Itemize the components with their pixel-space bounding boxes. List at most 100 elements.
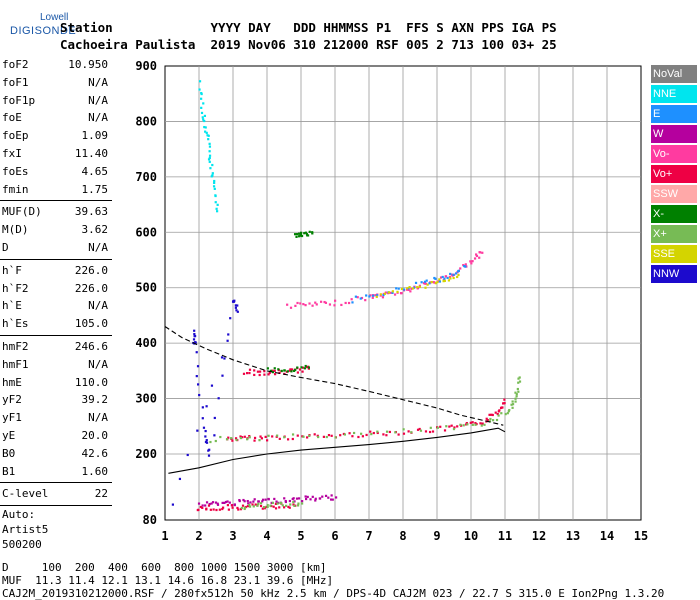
echo-point xyxy=(194,334,197,338)
header-values: Cachoeira Paulista 2019 Nov06 310 212000… xyxy=(60,37,557,52)
echo-point xyxy=(296,434,299,437)
echo-point xyxy=(204,429,207,433)
echo-point xyxy=(223,501,226,505)
param-name: B0 xyxy=(2,446,16,460)
echo-point xyxy=(471,423,474,426)
echo-point xyxy=(301,366,305,369)
echo-point xyxy=(210,384,214,387)
x-tick-label: 13 xyxy=(566,529,580,543)
echo-point xyxy=(481,251,484,254)
echo-point xyxy=(517,377,520,380)
param-name: h`F xyxy=(2,263,22,277)
echo-point xyxy=(271,501,274,504)
echo-point xyxy=(372,431,375,435)
echo-point xyxy=(376,430,379,433)
echo-point xyxy=(297,504,300,507)
echo-point xyxy=(248,371,251,375)
echo-point xyxy=(201,417,204,420)
echo-point xyxy=(207,504,211,507)
echo-point xyxy=(194,341,197,344)
echo-point xyxy=(299,234,302,237)
echo-point xyxy=(492,419,495,422)
echo-point xyxy=(266,439,269,442)
echo-point xyxy=(256,504,259,507)
echo-point xyxy=(311,495,314,498)
echo-point xyxy=(424,286,427,289)
echo-point xyxy=(303,367,306,370)
echo-point xyxy=(453,426,456,429)
param-value: N/A xyxy=(88,357,108,371)
echo-point xyxy=(216,503,220,506)
echo-point xyxy=(283,506,286,509)
echo-point xyxy=(304,495,307,498)
echo-point xyxy=(301,500,304,503)
echo-point xyxy=(511,406,514,409)
echo-point xyxy=(213,187,216,190)
y-tick-label: 700 xyxy=(135,170,157,184)
echo-point xyxy=(450,424,453,427)
echo-point xyxy=(267,498,270,501)
param-row: foEs 4.65 xyxy=(0,163,112,181)
echo-point xyxy=(205,441,209,444)
echo-point xyxy=(178,477,182,481)
echo-point xyxy=(236,506,239,510)
echo-point xyxy=(200,97,203,100)
echo-point xyxy=(293,504,296,507)
echo-point xyxy=(223,357,226,360)
param-row: B1 1.60 xyxy=(0,463,112,481)
echo-point xyxy=(203,114,207,118)
x-tick-label: 15 xyxy=(634,529,648,543)
echo-point xyxy=(290,370,293,373)
logo-line2: DIGISONDE xyxy=(10,25,77,37)
echo-point xyxy=(376,294,379,297)
echo-point xyxy=(410,431,413,434)
echo-point xyxy=(325,435,328,439)
param-value: N/A xyxy=(88,93,108,107)
echo-point xyxy=(295,497,299,500)
echo-point xyxy=(514,397,517,400)
echo-point xyxy=(368,295,371,298)
echo-point xyxy=(209,508,212,511)
echo-point xyxy=(376,431,379,435)
echo-point xyxy=(228,501,231,504)
legend-item: E xyxy=(651,105,697,123)
echo-point xyxy=(299,232,303,236)
echo-point xyxy=(295,233,299,236)
echo-point xyxy=(231,439,234,442)
echo-point xyxy=(439,276,443,279)
param-value: 39.2 xyxy=(81,393,109,407)
echo-point xyxy=(400,292,403,295)
echo-point xyxy=(296,366,299,369)
echo-point xyxy=(314,499,317,502)
echo-point xyxy=(456,275,459,279)
param-value: N/A xyxy=(88,111,108,125)
echo-point xyxy=(205,501,209,504)
param-row: h`E N/A xyxy=(0,297,112,315)
x-tick-label: 9 xyxy=(433,529,440,543)
echo-point xyxy=(491,413,494,417)
echo-point xyxy=(259,504,263,508)
echo-point xyxy=(305,233,309,236)
echo-point xyxy=(365,294,368,297)
echo-point xyxy=(457,273,460,277)
echo-point xyxy=(226,339,229,342)
echo-point xyxy=(340,303,343,307)
echo-point xyxy=(242,498,245,502)
param-row: C-level 22 xyxy=(0,485,112,503)
echo-point xyxy=(297,497,301,500)
echo-point xyxy=(306,436,309,439)
legend-item: X+ xyxy=(651,225,697,243)
echo-point xyxy=(286,303,289,306)
echo-point xyxy=(313,433,316,436)
echo-point xyxy=(239,436,243,440)
echo-point xyxy=(515,393,518,396)
param-value: 11.40 xyxy=(74,146,108,160)
echo-point xyxy=(303,232,306,235)
echo-point xyxy=(287,505,290,508)
echo-point xyxy=(397,433,400,436)
echo-point xyxy=(382,433,385,436)
echo-point xyxy=(205,405,208,408)
echo-point xyxy=(416,286,419,289)
echo-point xyxy=(227,436,230,439)
echo-point xyxy=(211,501,215,504)
